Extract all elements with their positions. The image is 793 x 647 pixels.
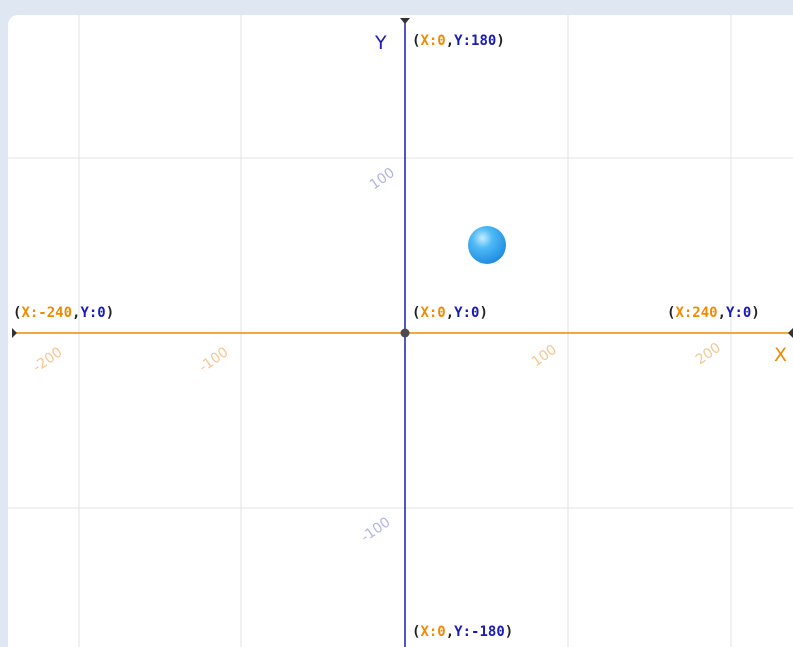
coord-right: (X:240,Y:0) <box>667 305 760 321</box>
coord-right-y: Y:0 <box>726 305 752 321</box>
coord-origin-x: X:0 <box>420 305 446 321</box>
stage-coordinate-grid: Y X (X:0,Y:180) (X:0,Y:-180) (X:-240,Y:0… <box>8 15 793 647</box>
grid-svg <box>8 15 793 647</box>
coord-right-x: X:240 <box>675 305 718 321</box>
coord-origin: (X:0,Y:0) <box>412 305 488 321</box>
coord-left-x: X:-240 <box>21 305 73 321</box>
x-axis-label: X <box>774 344 788 366</box>
origin-dot <box>400 328 410 338</box>
coord-left-y: Y:0 <box>80 305 106 321</box>
x-axis-right-arrow <box>788 328 793 338</box>
coord-top-x: X:0 <box>420 33 446 49</box>
coord-bottom-x: X:0 <box>420 624 446 640</box>
coord-top: (X:0,Y:180) <box>412 33 505 49</box>
ball-sprite[interactable] <box>468 226 506 264</box>
coord-bottom-y: Y:-180 <box>454 624 505 640</box>
coord-top-y: Y:180 <box>454 33 497 49</box>
y-axis-label: Y <box>375 32 387 54</box>
y-axis-top-arrow <box>400 18 410 24</box>
coord-left: (X:-240,Y:0) <box>13 305 115 321</box>
coord-bottom: (X:0,Y:-180) <box>412 624 514 640</box>
coord-origin-y: Y:0 <box>454 305 480 321</box>
x-axis-left-arrow <box>12 328 17 338</box>
